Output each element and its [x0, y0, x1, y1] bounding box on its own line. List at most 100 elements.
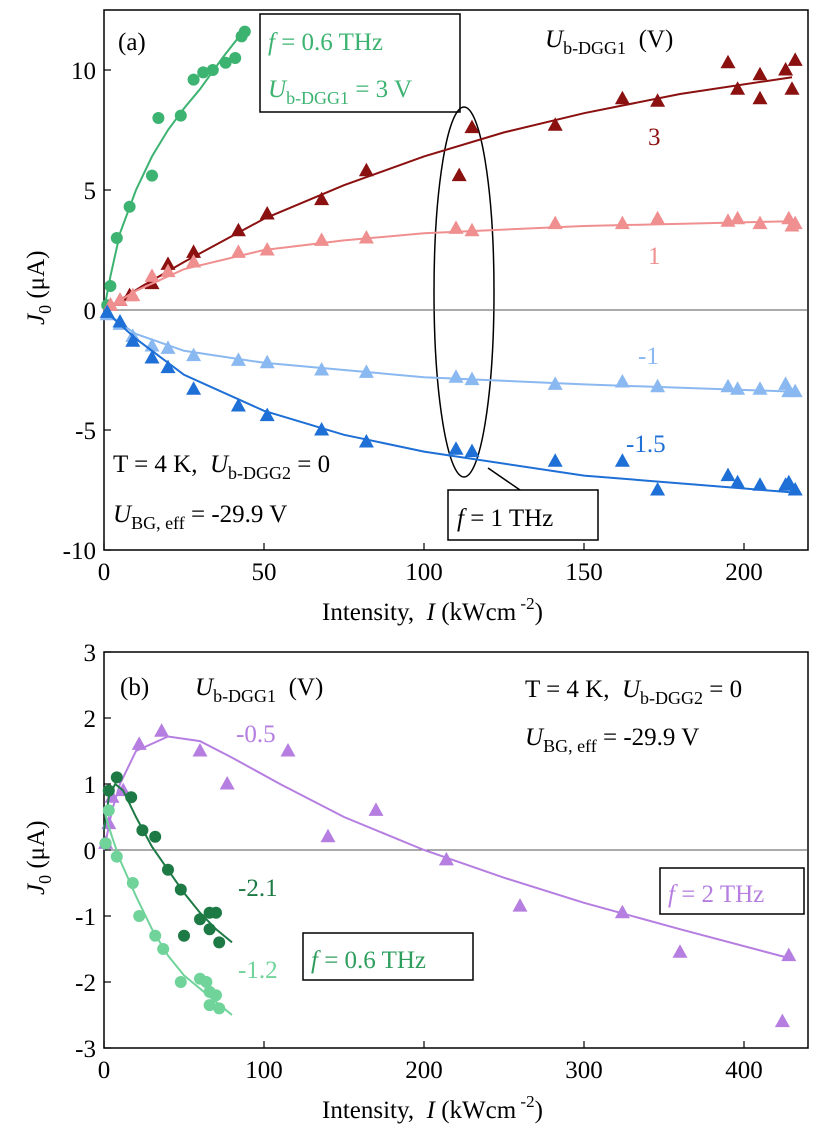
data-point: [110, 771, 123, 784]
text-part: U: [210, 451, 230, 478]
data-point: [152, 112, 165, 124]
data-point: [186, 244, 202, 258]
data-point: [448, 441, 464, 455]
data-point: [174, 109, 187, 122]
text-part: f: [457, 505, 467, 532]
annotation: T = 4 K, Ub-DGG2 = 0: [525, 676, 742, 708]
data-point: [149, 830, 162, 843]
text-part: b-DGG1: [563, 38, 626, 58]
plot-frame: [103, 9, 809, 551]
annotation: UBG, eff = -29.9 V: [113, 501, 287, 533]
data-point: [787, 383, 803, 398]
text-part: = 0: [703, 676, 742, 703]
annotation: Ub-DGG1 (V): [195, 674, 323, 706]
data-point: [259, 206, 275, 220]
text-part: U: [113, 501, 133, 528]
annotation: (a): [118, 29, 146, 56]
text-part: Intensity,: [322, 1097, 427, 1124]
text-part: = 1 THz: [464, 505, 553, 532]
y-tick-label: -5: [75, 418, 96, 445]
fit-line: [103, 309, 793, 393]
data-point: [614, 374, 630, 388]
data-point: [720, 467, 736, 482]
data-point: [314, 191, 330, 206]
data-point: [149, 929, 162, 942]
ellipse: [433, 106, 495, 478]
annotation: f = 1 THz: [457, 505, 553, 532]
fit-line: [103, 309, 793, 494]
data-point: [229, 52, 242, 64]
data-point: [720, 378, 736, 393]
data-point: [259, 242, 275, 256]
data-point: [210, 906, 222, 919]
x-tick-label: 100: [245, 1057, 283, 1084]
text-part: = 4 K,: [128, 451, 210, 478]
data-point: [259, 354, 275, 369]
data-point: [672, 944, 688, 958]
text-part: U: [525, 724, 545, 751]
text-part: J: [23, 882, 50, 895]
data-point: [547, 215, 563, 230]
text-part: ): [535, 599, 543, 626]
text-part: f: [311, 947, 321, 974]
text-part: = 4 K,: [540, 676, 622, 703]
data-point: [136, 824, 149, 837]
text-part: U: [622, 676, 642, 703]
data-point: [230, 398, 246, 412]
series-label: -1.2: [238, 957, 278, 984]
text-part: T: [113, 451, 128, 478]
series-label: -1: [638, 343, 659, 370]
text-part: T: [525, 676, 540, 703]
text-part: (V): [276, 674, 323, 701]
data-point: [358, 162, 374, 177]
series-label: -0.5: [236, 721, 276, 748]
data-point: [112, 314, 128, 328]
data-point: [160, 263, 176, 278]
y-tick-label: 1: [84, 772, 97, 799]
data-point: [162, 863, 174, 876]
data-point: [314, 362, 330, 376]
data-point: [451, 167, 467, 182]
data-point: [650, 93, 666, 107]
data-point: [213, 936, 226, 949]
y-axis-label: J0 (μA): [23, 251, 55, 325]
data-point: [358, 230, 374, 244]
data-point: [230, 352, 246, 366]
data-point: [146, 169, 158, 182]
data-point: [614, 904, 630, 919]
data-point: [219, 56, 232, 69]
text-part: (b): [120, 674, 149, 701]
data-point: [547, 376, 563, 390]
data-point: [650, 210, 666, 225]
data-point: [464, 443, 480, 458]
data-point: [720, 54, 736, 69]
y-tick-label: 0: [84, 838, 97, 865]
y-tick-label: 10: [71, 58, 96, 85]
y-axis-label: J0 (μA): [23, 821, 55, 895]
text-part: J: [23, 312, 50, 325]
y-tick-label: -2: [75, 970, 96, 997]
series-label: 3: [648, 124, 661, 151]
data-point: [314, 422, 330, 436]
data-point: [203, 923, 216, 936]
data-point: [730, 210, 746, 225]
text-part: (μA): [23, 821, 50, 875]
x-axis-label: Intensity, I (kWcm -2): [322, 1092, 543, 1124]
annotation-box: [659, 867, 805, 915]
data-point: [730, 474, 746, 489]
annotation: f = 0.6 THz: [311, 947, 426, 974]
text-part: 0: [35, 305, 55, 314]
series-label: -2.1: [238, 875, 278, 902]
data-point: [160, 359, 176, 374]
text-part: b-DGG2: [640, 688, 703, 708]
annotation: Ub-DGG1 = 3 V: [268, 76, 412, 108]
annotation: UBG, eff = -29.9 V: [525, 724, 699, 756]
data-point: [358, 434, 374, 448]
annotation: f = 2 THz: [668, 881, 764, 908]
data-point: [144, 268, 160, 282]
data-point: [730, 381, 746, 395]
text-part: b-DGG2: [228, 463, 291, 483]
y-tick-label: 3: [84, 640, 97, 667]
data-point: [178, 929, 190, 942]
data-point: [126, 877, 139, 889]
